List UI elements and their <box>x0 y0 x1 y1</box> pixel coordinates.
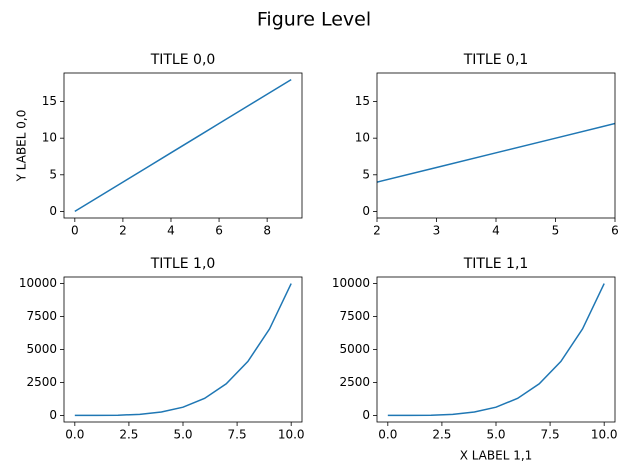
x-tick-label: 3 <box>433 224 441 238</box>
x-tick-label: 0 <box>71 224 79 238</box>
x-tick-label: 5 <box>552 224 560 238</box>
y-tick-label: 5 <box>362 167 370 181</box>
y-tick-label: 2500 <box>339 375 370 389</box>
y-tick-label: 10000 <box>332 276 370 290</box>
y-tick-label: 10 <box>355 131 370 145</box>
y-tick-label: 15 <box>42 94 57 108</box>
y-tick-label: 0 <box>362 204 370 218</box>
y-tick-label: 7500 <box>339 309 370 323</box>
y-tick-label: 10000 <box>19 276 57 290</box>
x-tick-label: 4 <box>167 224 175 238</box>
x-tick-label: 10.0 <box>278 428 305 442</box>
y-tick-label: 2500 <box>26 375 57 389</box>
axes-title: TITLE 0,1 <box>463 52 529 68</box>
line <box>74 283 292 417</box>
x-tick-label: 0.0 <box>65 428 84 442</box>
axes-title: TITLE 1,0 <box>150 256 216 272</box>
y-axis-label: Y LABEL 0,0 <box>15 110 29 183</box>
axes-frame <box>376 276 616 423</box>
x-tick-label: 0.0 <box>378 428 397 442</box>
axes-frame <box>63 72 303 219</box>
x-tick-label: 8 <box>263 224 271 238</box>
y-tick-label: 0 <box>49 408 57 422</box>
y-tick-label: 5000 <box>339 342 370 356</box>
axes-title: TITLE 0,0 <box>150 52 216 68</box>
y-tick-label: 15 <box>355 94 370 108</box>
x-tick-label: 5.0 <box>486 428 505 442</box>
y-tick-label: 0 <box>362 408 370 422</box>
line <box>74 78 292 213</box>
line <box>387 283 605 417</box>
x-tick-label: 5.0 <box>173 428 192 442</box>
x-tick-label: 2 <box>373 224 381 238</box>
figure-title: Figure Level <box>257 9 371 31</box>
x-tick-label: 2.5 <box>432 428 451 442</box>
x-tick-label: 7.5 <box>541 428 560 442</box>
axes-title: TITLE 1,1 <box>463 256 529 272</box>
y-tick-label: 10 <box>42 131 57 145</box>
x-tick-label: 6 <box>611 224 619 238</box>
x-tick-label: 4 <box>492 224 500 238</box>
x-tick-label: 2.5 <box>119 428 138 442</box>
y-tick-label: 5 <box>49 167 57 181</box>
x-tick-label: 7.5 <box>228 428 247 442</box>
y-tick-label: 7500 <box>26 309 57 323</box>
x-axis-label: X LABEL 1,1 <box>460 449 533 463</box>
line <box>377 122 615 183</box>
y-tick-label: 0 <box>49 204 57 218</box>
x-tick-label: 6 <box>215 224 223 238</box>
x-tick-label: 10.0 <box>591 428 618 442</box>
axes-frame <box>376 72 616 219</box>
x-tick-label: 2 <box>119 224 127 238</box>
axes-frame <box>63 276 303 423</box>
y-tick-label: 5000 <box>26 342 57 356</box>
